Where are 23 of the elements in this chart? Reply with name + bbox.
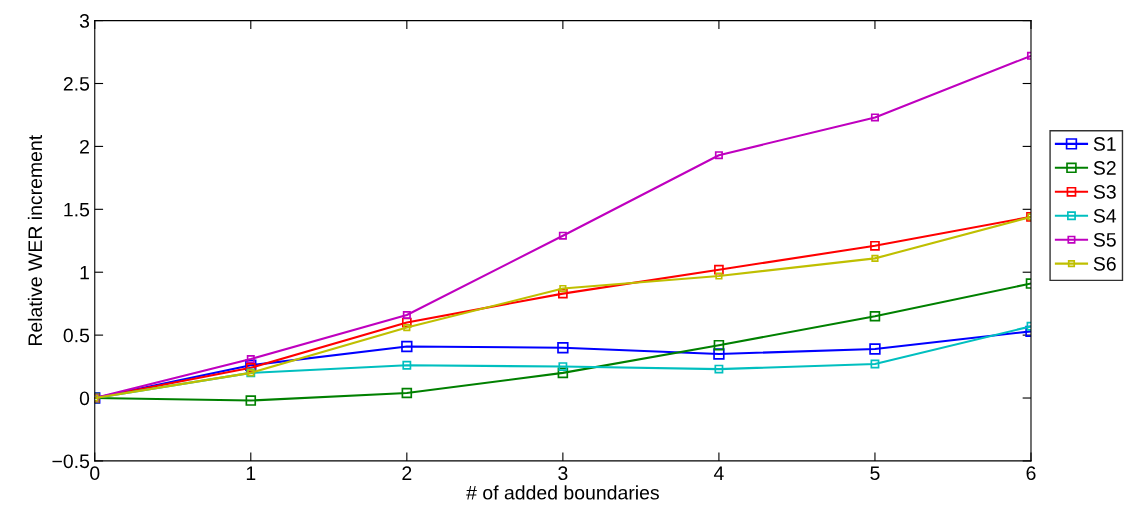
legend-label: S2 <box>1093 161 1116 175</box>
legend-label: S5 <box>1093 232 1116 247</box>
y-tick-label: 3 <box>79 14 90 28</box>
legend-label: S1 <box>1093 137 1116 151</box>
y-tick-label: −0.5 <box>52 454 90 469</box>
y-tick-label: 0.5 <box>63 328 90 343</box>
y-tick-label: 1 <box>80 265 89 280</box>
x-tick-label: 6 <box>1026 466 1036 481</box>
x-axis-title: # of added boundaries <box>466 485 659 500</box>
x-tick-label: 0 <box>90 466 100 481</box>
x-tick-label: 1 <box>246 466 256 480</box>
y-axis-title: Relative WER increment <box>27 135 43 346</box>
x-tick-label: 2 <box>402 466 412 480</box>
x-tick-label: 4 <box>713 466 724 480</box>
x-tick-label: 5 <box>870 466 880 481</box>
y-tick-label: 2.5 <box>63 76 90 91</box>
legend-label: S6 <box>1093 256 1116 271</box>
y-tick-label: 2 <box>80 139 89 154</box>
legend-label: S3 <box>1093 185 1116 199</box>
y-tick-label: 0 <box>79 391 90 406</box>
y-tick-label: 1.5 <box>64 202 90 217</box>
legend-label: S4 <box>1093 208 1117 223</box>
x-tick-label: 3 <box>558 466 568 481</box>
